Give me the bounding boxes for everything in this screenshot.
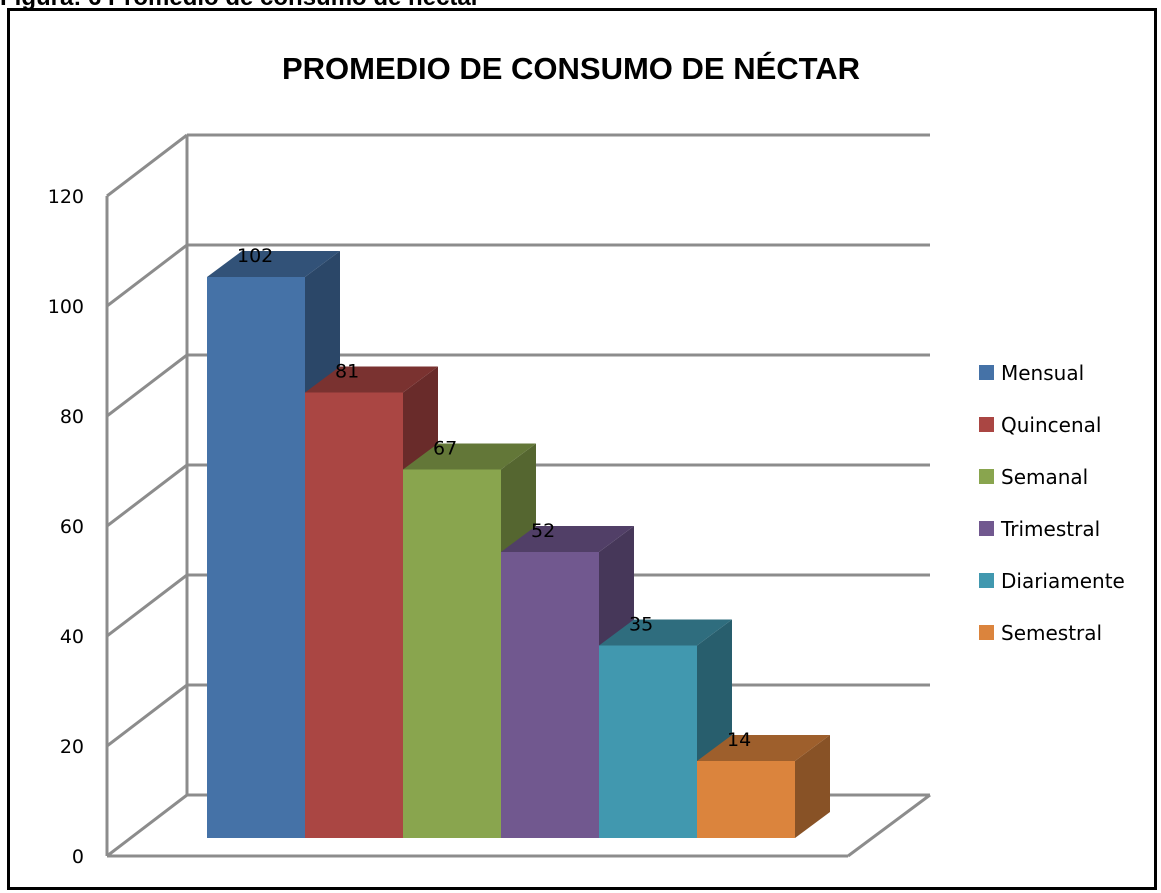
- y-axis-ticks: 0 20 40 60 80 100 120: [48, 186, 84, 868]
- y-tick-0: 0: [72, 846, 84, 868]
- side-gridline-40: [106, 573, 188, 638]
- legend-item-mensual: Mensual: [979, 361, 1084, 385]
- figure-caption: Figura: 6 Promedio de consumo de néctar: [0, 0, 480, 12]
- y-tick-60: 60: [60, 516, 84, 538]
- y-tick-20: 20: [60, 736, 84, 758]
- y-tick-100: 100: [48, 296, 84, 318]
- y-tick-120: 120: [48, 186, 84, 208]
- chart-frame: [7, 8, 1157, 890]
- legend-swatch: [979, 625, 994, 640]
- legend-label: Quincenal: [1001, 413, 1101, 437]
- legend-label: Semanal: [1001, 465, 1088, 489]
- legend-swatch: [979, 573, 994, 588]
- side-gridline-100: [106, 243, 188, 308]
- y-tick-40: 40: [60, 626, 84, 648]
- legend-swatch: [979, 417, 994, 432]
- side-gridline-120: [106, 133, 188, 198]
- legend-item-semestral: Semestral: [979, 621, 1102, 645]
- legend-label: Semestral: [1001, 621, 1102, 645]
- side-gridline-80: [106, 353, 188, 418]
- data-label-mensual: 102: [237, 245, 273, 267]
- data-label-semestral: 14: [727, 729, 751, 751]
- legend: Mensual Quincenal Semanal Trimestral Diariam…: [979, 361, 1125, 645]
- legend-label: Mensual: [1001, 361, 1084, 385]
- chart-grid: [105, 133, 931, 858]
- side-gridline-20: [106, 683, 188, 748]
- chart-title: PROMEDIO DE CONSUMO DE NÉCTAR: [282, 51, 860, 86]
- legend-label: Diariamente: [1001, 569, 1125, 593]
- legend-label: Trimestral: [1000, 517, 1100, 541]
- data-label-diariamente: 35: [629, 614, 653, 636]
- floor-right-edge: [847, 793, 931, 858]
- legend-swatch: [979, 521, 994, 536]
- legend-item-semanal: Semanal: [979, 465, 1088, 489]
- legend-swatch: [979, 365, 994, 380]
- side-gridline-0: [106, 793, 188, 858]
- bar-semestral: [697, 735, 830, 838]
- data-labels: 102 81 67 52 35 14: [237, 245, 751, 751]
- legend-swatch: [979, 469, 994, 484]
- data-label-semanal: 67: [433, 438, 457, 460]
- legend-item-diariamente: Diariamente: [979, 569, 1125, 593]
- chart-bars: [207, 251, 830, 838]
- y-tick-80: 80: [60, 406, 84, 428]
- data-label-quincenal: 81: [335, 361, 359, 383]
- data-label-trimestral: 52: [531, 520, 555, 542]
- legend-item-trimestral: Trimestral: [979, 517, 1100, 541]
- legend-item-quincenal: Quincenal: [979, 413, 1101, 437]
- side-gridline-60: [106, 463, 188, 528]
